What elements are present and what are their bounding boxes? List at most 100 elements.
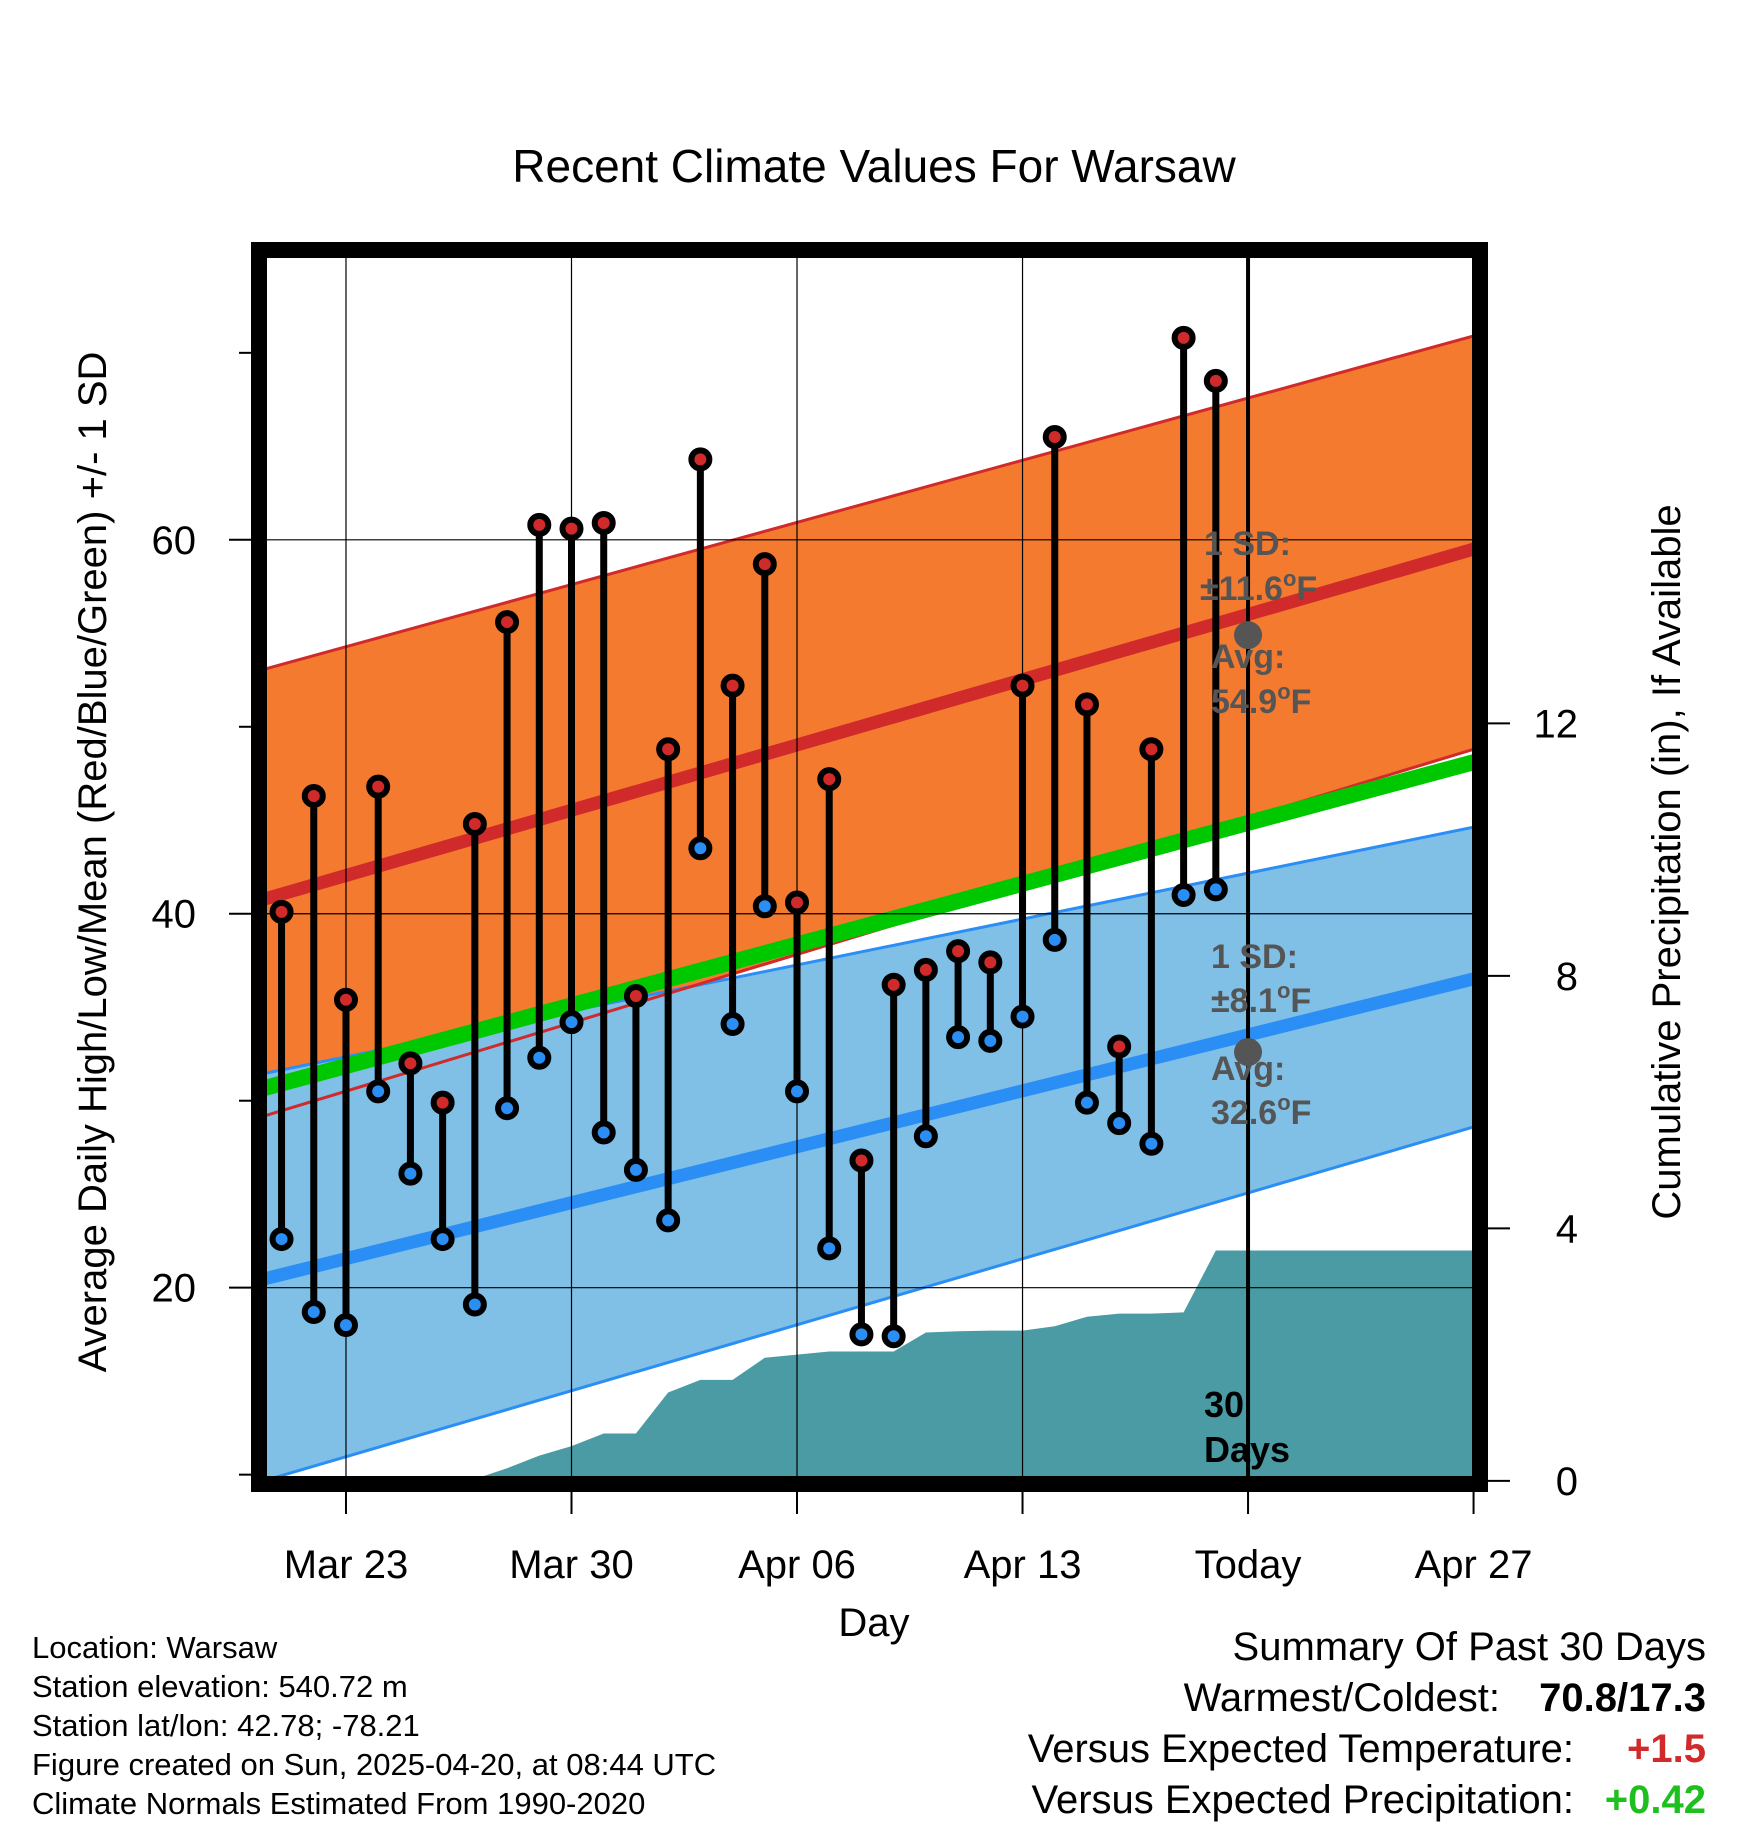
obs-low-point [495,1096,520,1121]
obs-low-point [430,1227,455,1252]
obs-high-point [720,673,745,698]
y2-axis-title: Cumulative Precipitation (in), If Availa… [1645,504,1689,1219]
high-sd-label: 1 SD: [1204,525,1291,563]
obs-high-point [462,811,487,836]
y2-tick-label: 8 [1556,955,1578,999]
obs-high-point [978,950,1003,975]
obs-low-point [720,1012,745,1037]
station-info: Location: Warsaw Station elevation: 540.… [32,1630,716,1821]
summary-heading: Summary Of Past 30 Days [1233,1625,1706,1669]
obs-low-point [366,1079,391,1104]
low-avg-annotation: Avg: 32.6oF [1211,1050,1311,1132]
obs-low-point [785,1079,810,1104]
obs-high-point [495,610,520,635]
obs-high-point [817,767,842,792]
obs-low-point [301,1299,326,1324]
temp-anomaly-value: +1.5 [1627,1727,1706,1771]
low-avg-label: Avg: [1211,1050,1285,1088]
obs-low-point [1107,1111,1132,1136]
high-avg-annotation: Avg: 54.9oF [1211,638,1311,721]
low-avg-value: 32.6oF [1211,1090,1311,1132]
obs-low-point [817,1236,842,1261]
obs-high-point [1042,424,1067,449]
elevation-text: Station elevation: 540.72 m [32,1669,408,1704]
plot-area [259,250,1480,1484]
location-text: Location: Warsaw [32,1630,278,1665]
obs-low-point [559,1010,584,1035]
temp-anomaly-label: Versus Expected Temperature: [1028,1727,1574,1771]
obs-low-point [656,1208,681,1233]
obs-low-point [752,894,777,919]
obs-high-point [1139,737,1164,762]
high-sd-value: ±11.6oF [1200,566,1317,608]
obs-low-point [688,836,713,861]
y-tick-label: 40 [152,893,197,937]
high-sd-annotation: 1 SD: ±11.6oF [1200,525,1317,608]
summary-block: Summary Of Past 30 Days Warmest/Coldest:… [1028,1625,1706,1822]
obs-high-point [527,512,552,537]
y2-tick-label: 4 [1556,1207,1578,1251]
obs-high-point [656,737,681,762]
low-avg-marker [1234,1038,1263,1067]
obs-low-point [269,1227,294,1252]
plot-frame [251,242,1488,1492]
low-sd-value: ±8.1oF [1211,978,1311,1020]
obs-high-point [752,552,777,577]
obs-low-point [946,1025,971,1050]
obs-high-point [623,984,648,1009]
high-avg-label: Avg: [1211,638,1285,676]
obs-high-point [785,890,810,915]
high-avg-value: 54.9oF [1211,679,1311,721]
obs-high-point [591,510,616,535]
precip-anomaly-label: Versus Expected Precipitation: [1031,1778,1574,1822]
x-tick-label: Apr 06 [738,1543,856,1587]
y2-tick-label: 0 [1556,1460,1578,1504]
x-axis-title: Day [838,1601,909,1645]
axes: Mar 23 Mar 30 Apr 06 Apr 13 Today Apr 2720406… [152,351,1579,1587]
observations [269,325,1228,1349]
obs-high-point [1171,325,1196,350]
obs-high-point [398,1051,423,1076]
obs-high-point [559,516,584,541]
days-label-number: 30 [1204,1384,1244,1425]
low-mean-line [259,971,1480,1287]
low-lower-line [259,1123,1480,1484]
obs-low-point [1139,1131,1164,1156]
y-tick-label: 20 [152,1267,197,1311]
latlon-text: Station lat/lon: 42.78; -78.21 [32,1708,420,1743]
normals-text: Climate Normals Estimated From 1990-2020 [32,1786,645,1821]
high-mean-line [259,541,1480,907]
precipitation-area [259,1250,1480,1481]
y2-tick-label: 12 [1534,702,1579,746]
obs-low-point [462,1292,487,1317]
warm-cold-value: 70.8/17.3 [1539,1676,1706,1720]
obs-low-point [1203,877,1228,902]
chart-title: Recent Climate Values For Warsaw [512,140,1236,192]
obs-low-point [849,1322,874,1347]
precip-anomaly-value: +0.42 [1605,1778,1706,1822]
cumulative-precip-area [259,1250,1480,1481]
x-tick-label: Today [1195,1543,1302,1587]
average-markers [1234,621,1263,1067]
obs-low-point [881,1324,906,1349]
high-upper-line [259,332,1480,673]
y-tick-label: 60 [152,519,197,563]
obs-low-point [591,1120,616,1145]
obs-high-point [913,957,938,982]
obs-low-point [1042,927,1067,952]
low-sd-label: 1 SD: [1211,938,1298,976]
x-tick-label: Apr 13 [964,1543,1082,1587]
obs-low-point [1074,1090,1099,1115]
obs-high-point [269,899,294,924]
obs-high-point [301,783,326,808]
obs-high-point [430,1090,455,1115]
x-tick-label: Mar 30 [509,1543,634,1587]
obs-low-point [1010,1004,1035,1029]
obs-low-point [333,1313,358,1338]
obs-high-point [688,447,713,472]
obs-high-point [1074,692,1099,717]
warm-cold-label: Warmest/Coldest: [1184,1676,1500,1720]
obs-high-point [1107,1034,1132,1059]
obs-high-point [333,987,358,1012]
